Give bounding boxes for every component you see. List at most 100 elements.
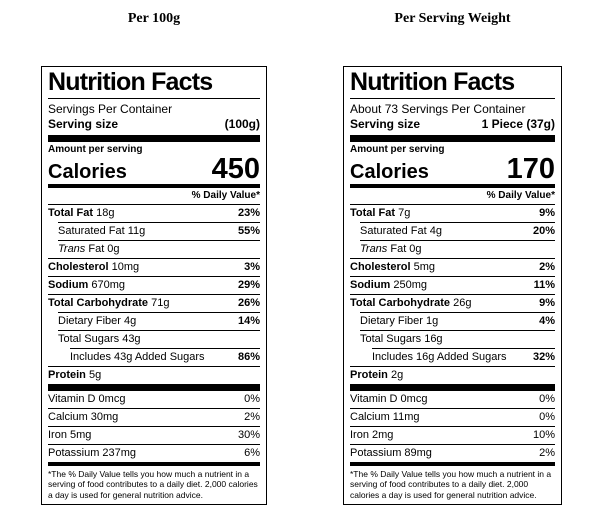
nutrition-facts-label-per-100g: Nutrition Facts Servings Per Container S… — [41, 66, 267, 505]
daily-value: 29% — [237, 279, 260, 291]
nutrient-row-saturated-fat: Saturated Fat 11g 55% — [58, 221, 260, 240]
daily-value: 0% — [539, 411, 555, 423]
footnote: *The % Daily Value tells you how much a … — [48, 468, 258, 500]
nutrient-name: Calcium 11mg — [350, 411, 420, 423]
nutrient-row-protein: Protein 2g — [350, 365, 555, 384]
nutrient-name: Potassium 237mg — [48, 447, 137, 459]
nutrient-row-cholesterol: Cholesterol 5mg 2% — [350, 257, 555, 276]
daily-value: 10% — [532, 429, 555, 441]
nutrient-name: Cholesterol 10mg — [48, 261, 140, 273]
amount-per-serving: Amount per serving — [48, 143, 143, 155]
daily-value: 2% — [244, 411, 260, 423]
nutrient-row-dietary-fiber: Dietary Fiber 4g 14% — [58, 311, 260, 330]
thick-separator — [350, 383, 555, 391]
daily-value: 4% — [539, 315, 555, 327]
vitamins-section: Vitamin D 0mcg 0% Calcium 30mg 2% Iron 5… — [48, 391, 260, 462]
daily-value: 55% — [237, 225, 260, 237]
serving-size-label: Serving size — [48, 116, 119, 131]
nutrient-name: Protein 2g — [350, 369, 404, 381]
daily-value: 14% — [237, 315, 260, 327]
nutrient-name: Saturated Fat 11g — [58, 225, 146, 237]
nutrient-row-sodium: Sodium 250mg 11% — [350, 275, 555, 294]
amount-per-serving: Amount per serving — [350, 143, 445, 155]
nutrient-name: Calcium 30mg — [48, 411, 119, 423]
column-heading-per-serving-weight: Per Serving Weight — [394, 11, 511, 26]
nutrient-rows: Total Fat 7g 9% Saturated Fat 4g 20% Tra… — [350, 205, 555, 384]
nutrient-name: Total Sugars 16g — [360, 333, 443, 345]
daily-value: 86% — [237, 351, 260, 363]
vitamin-row-potassium: Potassium 89mg 2% — [350, 443, 555, 462]
nutrient-row-total-sugars: Total Sugars 43g — [58, 329, 260, 348]
nutrient-name: Iron 5mg — [48, 429, 92, 441]
nutrient-row-added-sugars: Includes 43g Added Sugars 86% — [70, 347, 260, 366]
daily-value: 23% — [237, 207, 260, 219]
daily-value: 0% — [539, 393, 555, 405]
nutrient-name: Cholesterol 5mg — [350, 261, 435, 273]
nutrient-row-cholesterol: Cholesterol 10mg 3% — [48, 257, 260, 276]
serving-size-row: Serving size 1 Piece (37g) — [350, 116, 555, 135]
nutrient-name: Dietary Fiber 4g — [58, 315, 137, 327]
daily-value: 6% — [244, 447, 260, 459]
footnote: *The % Daily Value tells you how much a … — [350, 468, 552, 500]
daily-value: 9% — [539, 297, 555, 309]
medium-separator — [350, 183, 555, 188]
calories-label: Calories — [48, 160, 127, 183]
nutrient-row-sodium: Sodium 670mg 29% — [48, 275, 260, 294]
daily-value: 0% — [244, 393, 260, 405]
daily-value-header: % Daily Value* — [350, 188, 555, 205]
calories-row: Calories 450 — [48, 152, 260, 185]
serving-size-value: 1 Piece (37g) — [481, 116, 555, 131]
daily-value: 30% — [237, 429, 260, 441]
nutrient-row-saturated-fat: Saturated Fat 4g 20% — [360, 221, 555, 240]
nutrient-rows: Total Fat 18g 23% Saturated Fat 11g 55% … — [48, 205, 260, 384]
nutrient-row-total-carbohydrate: Total Carbohydrate 26g 9% — [350, 293, 555, 312]
nutrition-facts-label-per-serving: Nutrition Facts About 73 Servings Per Co… — [343, 66, 562, 505]
nutrient-name: Vitamin D 0mcg — [350, 393, 428, 405]
daily-value: 3% — [244, 261, 260, 273]
thick-separator — [48, 383, 260, 391]
nutrient-row-total-fat: Total Fat 18g 23% — [48, 205, 260, 222]
daily-value: 2% — [539, 447, 555, 459]
nutrient-name: Sodium 670mg — [48, 279, 126, 291]
thick-separator — [350, 134, 555, 142]
vitamins-section: Vitamin D 0mcg 0% Calcium 11mg 0% Iron 2… — [350, 391, 555, 462]
vitamin-row-iron: Iron 2mg 10% — [350, 425, 555, 444]
nutrient-row-trans-fat: Trans Fat 0g — [58, 239, 260, 258]
vitamin-row-iron: Iron 5mg 30% — [48, 425, 260, 444]
nutrient-name: Saturated Fat 4g — [360, 225, 442, 237]
nutrient-name: Protein 5g — [48, 369, 102, 381]
nutrient-name: Sodium 250mg — [350, 279, 428, 291]
daily-value-header: % Daily Value* — [48, 188, 260, 205]
nutrient-name: Total Fat 7g — [350, 207, 411, 219]
daily-value: 11% — [533, 279, 555, 291]
nutrient-name: Total Fat 18g — [48, 207, 115, 219]
medium-separator — [48, 461, 260, 466]
calories-value: 170 — [506, 152, 555, 185]
nutrient-name: Dietary Fiber 1g — [360, 315, 439, 327]
serving-size-label: Serving size — [350, 116, 421, 131]
servings-per-container: Servings Per Container — [48, 101, 173, 116]
servings-per-container: About 73 Servings Per Container — [350, 101, 526, 116]
nutrient-row-trans-fat: Trans Fat 0g — [360, 239, 555, 258]
label-title: Nutrition Facts — [48, 69, 260, 99]
daily-value: 32% — [532, 351, 555, 363]
medium-separator — [350, 461, 555, 466]
nutrient-name: Total Sugars 43g — [58, 333, 141, 345]
vitamin-row-potassium: Potassium 237mg 6% — [48, 443, 260, 462]
nutrient-name: Includes 16g Added Sugars — [372, 351, 507, 363]
nutrient-row-protein: Protein 5g — [48, 365, 260, 384]
daily-value: 20% — [532, 225, 555, 237]
calories-value: 450 — [211, 152, 260, 185]
daily-value: 9% — [539, 207, 555, 219]
nutrient-name: Total Carbohydrate 26g — [350, 297, 472, 309]
nutrient-name: Trans Fat 0g — [58, 243, 120, 255]
nutrient-name: Total Carbohydrate 71g — [48, 297, 170, 309]
nutrient-name: Trans Fat 0g — [360, 243, 422, 255]
label-title: Nutrition Facts — [350, 69, 555, 99]
calories-row: Calories 170 — [350, 152, 555, 185]
vitamin-row-vitamin-d: Vitamin D 0mcg 0% — [350, 391, 555, 408]
medium-separator — [48, 183, 260, 188]
nutrient-name: Iron 2mg — [350, 429, 394, 441]
column-heading-per-100g: Per 100g — [127, 11, 181, 26]
vitamin-row-calcium: Calcium 30mg 2% — [48, 407, 260, 426]
